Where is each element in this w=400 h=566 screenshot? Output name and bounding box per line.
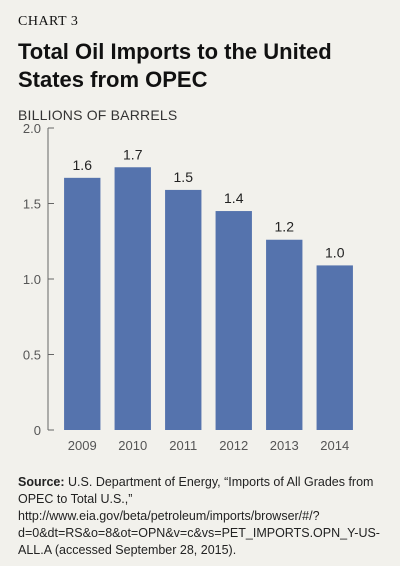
y-tick-label: 0 (34, 423, 41, 438)
x-tick-label: 2014 (320, 438, 349, 453)
bar (266, 239, 303, 430)
y-tick-label: 2.0 (23, 121, 41, 136)
bar-value-label: 1.5 (174, 169, 194, 185)
bar-value-label: 1.2 (275, 219, 295, 235)
source-note: Source: U.S. Department of Energy, “Impo… (18, 474, 386, 559)
bar-value-label: 1.4 (224, 190, 244, 206)
x-tick-label: 2012 (219, 438, 248, 453)
y-axis-unit-label: BILLIONS OF BARRELS (18, 107, 178, 123)
x-tick-label: 2011 (169, 438, 197, 453)
bar-value-label: 1.7 (123, 146, 143, 162)
chart-number: CHART 3 (18, 14, 79, 29)
source-label: Source: (18, 475, 65, 489)
x-tick-label: 2013 (270, 438, 299, 453)
bar-value-label: 1.6 (73, 157, 93, 173)
x-tick-label: 2010 (118, 438, 147, 453)
bar (215, 211, 252, 430)
bar (165, 189, 202, 430)
source-text: U.S. Department of Energy, “Imports of A… (18, 475, 380, 557)
bar (64, 177, 101, 430)
x-tick-label: 2009 (68, 438, 97, 453)
y-tick-label: 0.5 (23, 348, 41, 363)
chart-title: Total Oil Imports to the United States f… (18, 39, 332, 92)
bar-chart: 0 0.5 1.0 1.5 2.0 1.6 2009 1.7 2010 1.5 2011 1.4 201… (23, 121, 353, 453)
y-tick-label: 1.5 (23, 197, 41, 212)
y-tick-label: 1.0 (23, 272, 41, 287)
bar (114, 167, 151, 430)
bar-value-label: 1.0 (325, 244, 345, 260)
bar (316, 265, 353, 430)
